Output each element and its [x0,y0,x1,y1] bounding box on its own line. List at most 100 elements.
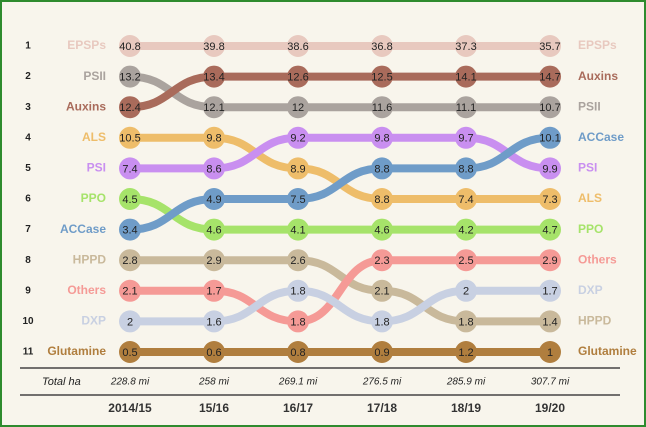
value-dot [371,35,393,57]
value-dot [371,218,393,241]
value-label: 40.8 [119,41,140,53]
value-label: 2.9 [542,255,557,267]
total-value: 269.1 mi [278,377,318,388]
value-dot [203,249,225,272]
value-dot [287,96,309,119]
value-dot [539,65,561,88]
value-dot [455,341,477,363]
value-dot [203,35,225,57]
value-dot [119,310,141,333]
value-dot [119,249,141,272]
value-label: 35.7 [539,41,560,53]
rank-label: 5 [25,163,31,174]
value-dot [203,310,225,333]
value-label: 9.8 [206,133,221,145]
value-label: 8.9 [290,163,305,175]
value-dot [371,188,393,210]
value-dot [287,249,309,272]
value-label: 7.4 [458,194,473,206]
value-label: 7.5 [290,194,305,206]
x-tick-label: 19/20 [535,401,565,415]
value-dot [203,279,225,302]
value-dot [287,65,309,88]
legend-left: DXP [81,314,106,328]
legend-right: Auxins [578,69,618,83]
value-dot [539,249,561,272]
x-tick-label: 15/16 [199,401,229,415]
total-value: 307.7 mi [531,377,570,388]
value-label: 1.7 [206,286,221,298]
legend-left: HPPD [73,252,107,266]
value-label: 0.9 [374,347,389,359]
legend-right: DXP [578,283,603,297]
value-dot [287,279,309,302]
value-label: 1.8 [290,316,305,328]
value-dot [455,96,477,119]
value-label: 12 [292,102,304,114]
legend-right: EPSPs [578,38,617,52]
value-label: 11.6 [372,102,393,114]
value-label: 10.1 [539,133,560,145]
value-dot [455,65,477,88]
legend-right: ACCase [578,130,624,144]
x-tick-label: 17/18 [367,401,397,415]
rank-label: 1 [25,41,31,52]
value-label: 4.9 [206,194,221,206]
legend-left: Others [67,283,106,297]
value-label: 12.1 [203,102,224,114]
legend-right: ALS [578,191,602,205]
legend-right: HPPD [578,314,612,328]
total-value: 285.9 mi [446,377,486,388]
value-label: 10.7 [539,102,560,114]
value-label: 7.4 [122,163,137,175]
value-dot [203,65,225,88]
value-label: 11.1 [456,102,477,114]
value-label: 36.8 [371,41,392,53]
value-dot [119,188,141,210]
value-label: 4.5 [122,194,137,206]
value-label: 2.9 [206,255,221,267]
value-label: 12.4 [119,102,140,114]
value-label: 12.5 [371,72,392,84]
value-label: 10.5 [119,133,140,145]
value-label: 2.1 [122,286,137,298]
value-dot [371,126,393,149]
value-dot [287,341,309,363]
value-label: 2 [127,316,133,328]
legend-left: Auxins [66,99,106,113]
value-dot [287,310,309,333]
value-label: 2.3 [374,255,389,267]
value-label: 8.6 [206,163,221,175]
value-label: 14.7 [539,72,560,84]
value-dot [539,35,561,57]
value-dot [455,249,477,272]
value-dot [119,65,141,88]
value-label: 1 [547,347,553,359]
x-tick-label: 18/19 [451,401,481,415]
value-label: 9.8 [374,133,389,145]
value-dot [539,126,561,149]
value-dot [455,279,477,302]
value-label: 4.7 [542,225,557,237]
value-dot [371,310,393,333]
value-label: 9.9 [542,163,557,175]
value-dot [203,96,225,119]
value-label: 8.8 [374,163,389,175]
total-value: 276.5 mi [362,377,402,388]
rank-label: 6 [25,194,31,205]
rank-label: 9 [25,285,31,296]
legend-left: PSI [87,161,106,175]
rank-label: 10 [22,316,34,327]
value-label: 8.8 [458,163,473,175]
value-label: 8.8 [374,194,389,206]
value-label: 2.6 [290,255,305,267]
rank-label: 7 [25,224,31,235]
value-label: 1.7 [542,286,557,298]
value-label: 9.2 [290,133,305,145]
value-label: 0.5 [122,347,137,359]
value-dot [371,341,393,363]
legend-right: Others [578,252,617,266]
value-dot [203,341,225,363]
legend-right: PSI [578,161,597,175]
